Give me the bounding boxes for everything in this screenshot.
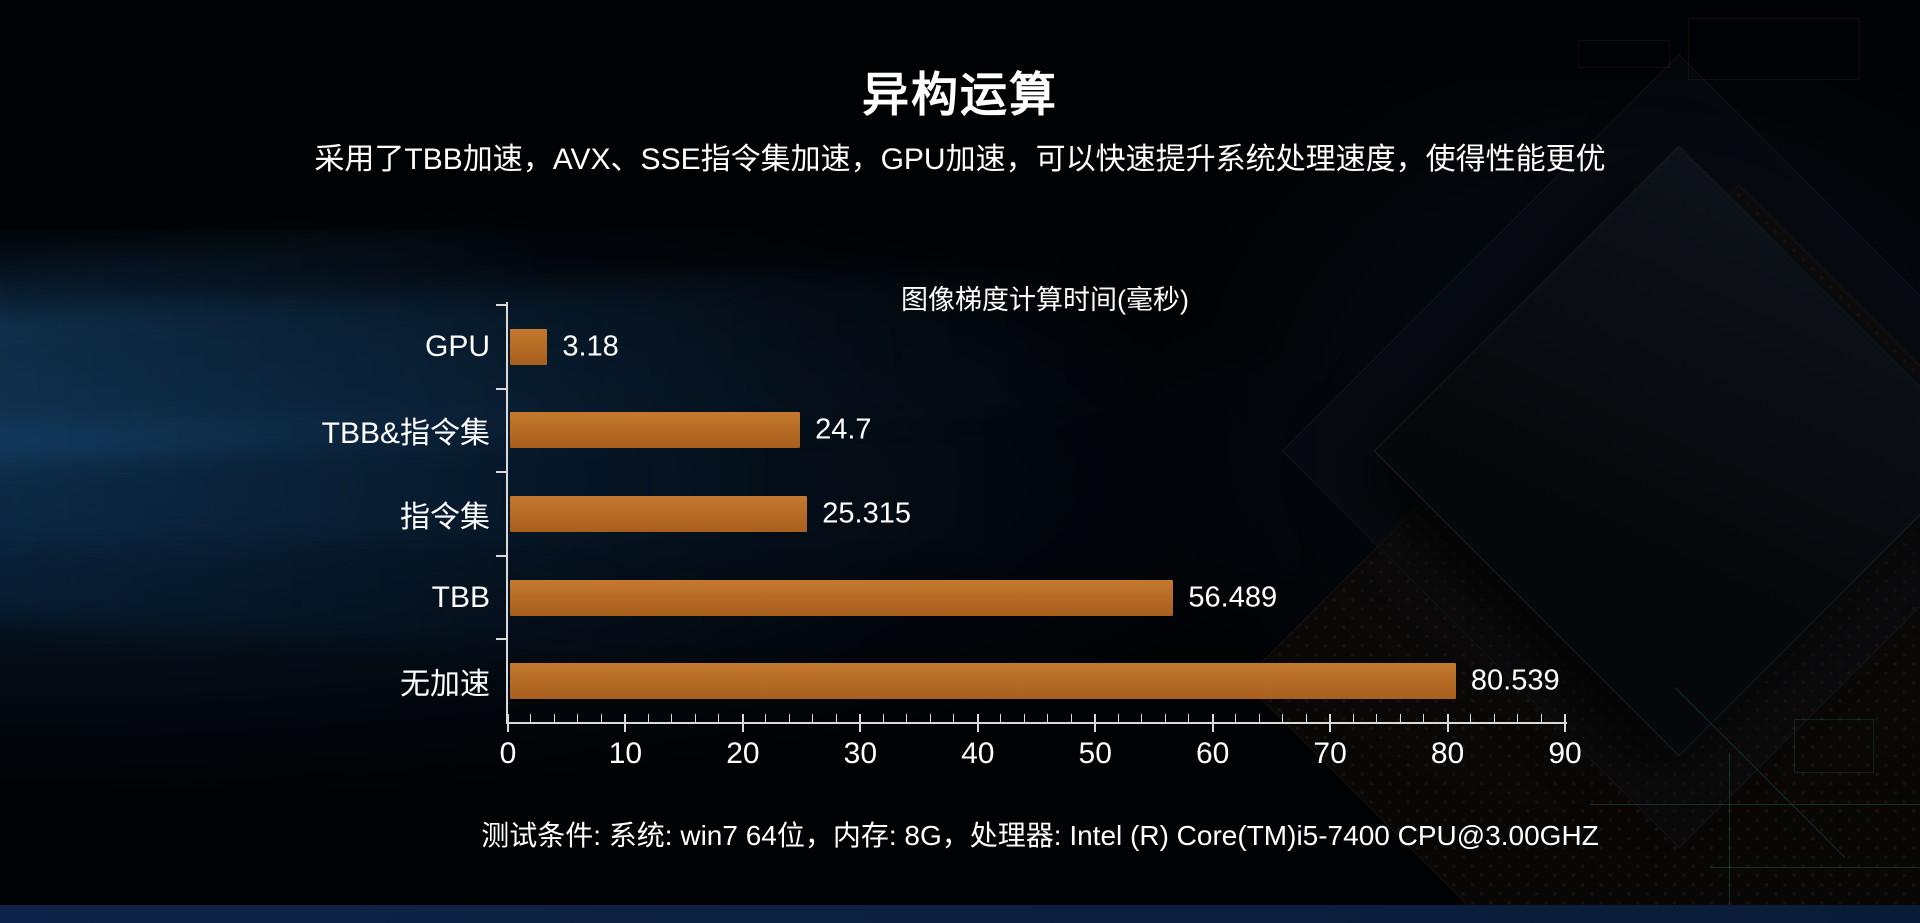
x-minor-tick (906, 714, 908, 723)
x-minor-tick (788, 714, 790, 723)
x-minor-tick (1517, 714, 1519, 723)
value-label: 25.315 (822, 497, 911, 530)
x-minor-tick (647, 714, 649, 723)
test-conditions: 测试条件: 系统: win7 64位，内存: 8G，处理器: Intel (R)… (481, 820, 1599, 851)
value-label: 24.7 (815, 413, 872, 446)
x-tick-label: 40 (961, 737, 995, 770)
x-minor-tick (530, 714, 532, 723)
x-minor-tick (812, 714, 814, 723)
bar-0 (510, 328, 548, 365)
x-minor-tick (1188, 714, 1190, 723)
x-tick-label: 80 (1430, 737, 1465, 770)
x-axis-line (506, 722, 1567, 724)
value-label: 56.489 (1188, 581, 1278, 614)
x-minor-tick (765, 714, 767, 723)
x-major-tick (1564, 714, 1566, 732)
x-major-tick (624, 714, 627, 732)
x-minor-tick (1282, 714, 1284, 723)
x-minor-tick (1235, 714, 1237, 723)
x-minor-tick (1070, 714, 1072, 723)
subtitle: 采用了TBB加速，AVX、SSE指令集加速，GPU加速，可以快速提升系统处理速度… (314, 143, 1606, 176)
x-minor-tick (1376, 714, 1378, 723)
category-label: TBB&指令集 (321, 417, 490, 451)
x-major-tick (1329, 714, 1332, 732)
x-minor-tick (929, 714, 931, 723)
x-minor-tick (953, 714, 955, 723)
x-tick-label: 0 (499, 737, 517, 770)
value-label: 3.18 (562, 330, 619, 363)
x-tick-label: 70 (1313, 737, 1347, 770)
page-title: 异构运算 (862, 68, 1058, 121)
x-major-tick (1094, 714, 1097, 732)
x-minor-tick (1023, 714, 1025, 723)
x-major-tick (741, 714, 744, 732)
x-minor-tick (1164, 714, 1166, 723)
x-major-tick (1211, 714, 1214, 732)
x-minor-tick (882, 714, 884, 723)
x-minor-tick (694, 714, 696, 723)
x-minor-tick (1141, 714, 1143, 723)
x-minor-tick (835, 714, 837, 723)
x-major-tick (507, 714, 509, 732)
x-major-tick (859, 714, 862, 732)
value-label: 80.539 (1470, 664, 1560, 697)
y-tick (496, 387, 506, 390)
x-tick-label: 20 (726, 737, 760, 770)
x-minor-tick (1540, 714, 1542, 723)
y-tick (496, 471, 506, 474)
y-tick (496, 554, 506, 557)
x-tick-label: 90 (1548, 737, 1582, 770)
x-tick-label: 10 (608, 737, 643, 770)
category-label: 无加速 (400, 668, 490, 702)
bar-3 (510, 579, 1174, 616)
x-minor-tick (1470, 714, 1472, 723)
chart-title: 图像梯度计算时间(毫秒) (901, 285, 1189, 315)
bar-4 (510, 663, 1456, 700)
category-label: TBB (431, 580, 490, 614)
x-minor-tick (577, 714, 579, 723)
x-tick-label: 50 (1078, 737, 1112, 770)
x-minor-tick (1399, 714, 1401, 723)
category-label: 指令集 (400, 501, 490, 534)
x-minor-tick (553, 714, 555, 723)
category-label: GPU (424, 329, 490, 363)
x-minor-tick (671, 714, 673, 723)
x-minor-tick (1493, 714, 1495, 723)
x-minor-tick (1117, 714, 1119, 723)
bar-2 (510, 496, 808, 532)
x-major-tick (976, 714, 979, 732)
y-axis-line (506, 302, 508, 724)
x-minor-tick (718, 714, 720, 723)
x-minor-tick (600, 714, 602, 723)
x-minor-tick (1258, 714, 1260, 723)
x-minor-tick (1423, 714, 1425, 723)
x-tick-label: 30 (843, 737, 878, 770)
x-major-tick (1446, 714, 1449, 732)
y-tick (496, 638, 506, 641)
x-minor-tick (1047, 714, 1049, 723)
y-tick (496, 304, 506, 306)
bar-1 (510, 412, 801, 449)
x-minor-tick (1352, 714, 1354, 723)
x-tick-label: 60 (1195, 737, 1230, 770)
x-minor-tick (1305, 714, 1307, 723)
x-minor-tick (1000, 714, 1002, 723)
